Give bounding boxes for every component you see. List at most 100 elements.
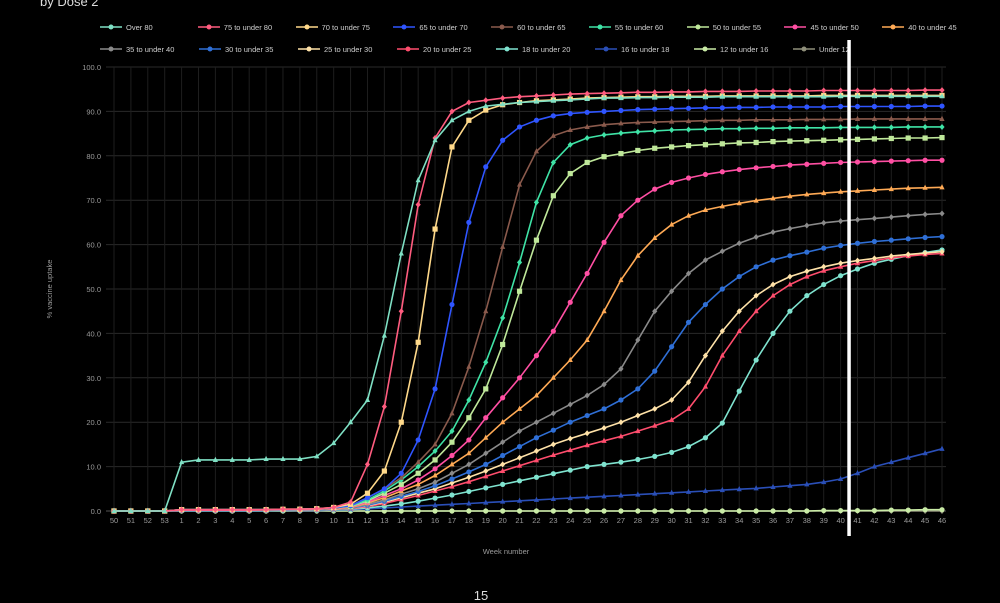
- legend-marker: [108, 24, 114, 30]
- data-point: [702, 93, 709, 100]
- data-point: [449, 476, 455, 482]
- data-point: [736, 327, 742, 334]
- data-point: [804, 508, 810, 514]
- data-point: [466, 363, 472, 369]
- data-point: [753, 116, 759, 122]
- data-point: [567, 141, 573, 148]
- x-tick-label: 34: [735, 516, 743, 525]
- data-point: [449, 410, 455, 416]
- data-point: [584, 90, 590, 97]
- legend-marker: [401, 24, 407, 30]
- data-point: [888, 93, 894, 99]
- data-point: [939, 115, 945, 121]
- data-point: [432, 495, 438, 501]
- legend-label: 40 to under 45: [908, 22, 957, 32]
- data-point: [550, 441, 556, 448]
- legend-label: 45 to under 50: [810, 22, 859, 32]
- data-point: [652, 368, 658, 374]
- data-point: [381, 332, 387, 338]
- data-point: [838, 124, 844, 131]
- data-point: [550, 159, 556, 166]
- x-tick-label: 2: [196, 516, 200, 525]
- data-point: [618, 508, 624, 514]
- x-tick-label: 32: [701, 516, 709, 525]
- data-point: [804, 104, 810, 110]
- data-point: [669, 508, 675, 514]
- series-line: [114, 94, 942, 512]
- legend-item: Under 12: [793, 45, 892, 54]
- data-point: [787, 87, 793, 94]
- data-point: [584, 442, 590, 448]
- data-point: [500, 314, 506, 321]
- data-point: [669, 127, 675, 134]
- data-point: [939, 248, 945, 255]
- legend-swatch: [784, 24, 807, 30]
- data-point: [533, 457, 540, 463]
- data-point: [719, 352, 725, 358]
- data-point: [415, 481, 421, 487]
- data-point: [905, 115, 911, 121]
- legend-swatch: [882, 24, 905, 30]
- data-point: [466, 469, 472, 475]
- x-tick-label: 10: [330, 516, 338, 525]
- data-point: [804, 481, 810, 487]
- data-point: [601, 154, 607, 160]
- data-point: [415, 458, 421, 465]
- data-point: [736, 93, 742, 99]
- data-point: [483, 359, 489, 366]
- y-tick-label: 70.0: [86, 196, 101, 205]
- data-point: [516, 428, 523, 435]
- legend-marker: [108, 46, 114, 52]
- data-point: [804, 222, 810, 229]
- data-point: [821, 219, 827, 226]
- data-point: [516, 99, 523, 105]
- legend-label: 16 to under 18: [621, 44, 670, 54]
- data-point: [415, 485, 421, 492]
- data-point: [736, 388, 742, 394]
- data-point: [821, 87, 827, 94]
- data-point: [466, 508, 472, 514]
- data-point: [449, 492, 455, 498]
- data-point: [838, 137, 844, 143]
- data-point: [601, 508, 607, 514]
- legend-swatch: [686, 24, 709, 30]
- data-point: [854, 470, 861, 476]
- data-point: [364, 396, 371, 402]
- data-point: [601, 406, 607, 412]
- data-point: [212, 506, 218, 513]
- data-point: [212, 456, 218, 462]
- legend-marker: [499, 24, 505, 30]
- data-point: [263, 506, 269, 513]
- data-point: [618, 397, 624, 403]
- x-tick-label: 53: [161, 516, 169, 525]
- data-point: [804, 273, 810, 279]
- data-point: [905, 454, 911, 460]
- series-line: [114, 126, 942, 512]
- data-point: [753, 93, 759, 99]
- data-point: [922, 103, 928, 109]
- data-point: [719, 141, 725, 147]
- data-point: [719, 169, 725, 175]
- data-point: [516, 93, 523, 100]
- data-point: [838, 103, 844, 110]
- data-point: [702, 257, 709, 264]
- x-tick-label: 24: [566, 516, 574, 525]
- series-line: [114, 235, 943, 512]
- data-point: [398, 481, 404, 487]
- data-point: [652, 89, 658, 96]
- data-point: [229, 506, 235, 513]
- data-point: [635, 89, 641, 96]
- data-point: [652, 118, 658, 125]
- data-point: [415, 508, 421, 514]
- x-tick-label: 19: [482, 516, 490, 525]
- data-point: [195, 456, 202, 462]
- legend-item: 75 to under 80: [197, 23, 296, 32]
- data-point: [702, 117, 709, 123]
- data-point: [567, 356, 573, 363]
- data-point: [770, 163, 776, 170]
- data-point: [719, 248, 725, 255]
- data-point: [753, 357, 759, 363]
- y-axis-label: % vaccine uptake: [45, 260, 54, 319]
- x-tick-label: 40: [836, 516, 844, 525]
